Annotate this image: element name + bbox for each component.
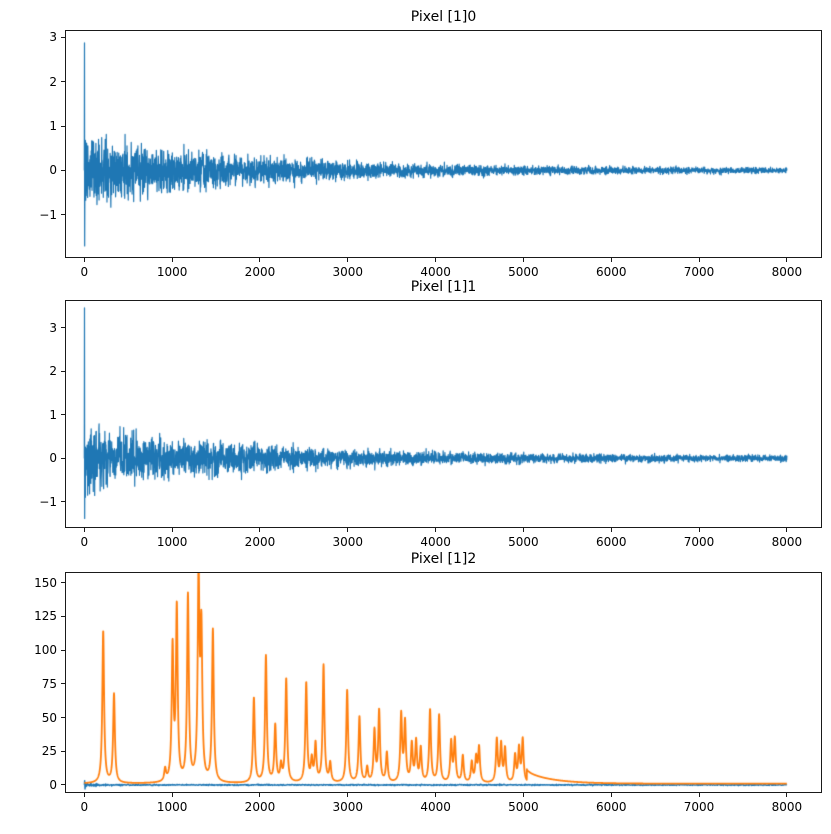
x-tick-label: 8000 [771, 265, 803, 279]
chart-title: Pixel [1]2 [410, 551, 477, 567]
y-tick-label: −1 [39, 494, 57, 509]
x-tick-mark [786, 258, 788, 262]
line-plot-canvas [65, 30, 822, 258]
y-tick-label: 25 [41, 744, 57, 759]
x-tick-label: 2000 [244, 535, 276, 549]
y-tick-label: 2 [49, 74, 57, 89]
x-tick-mark [83, 528, 85, 532]
x-tick-label: 6000 [595, 265, 627, 279]
x-tick-mark [435, 793, 437, 797]
x-tick-mark [698, 793, 700, 797]
x-tick-label: 7000 [683, 535, 715, 549]
x-tick-label: 4000 [420, 535, 451, 549]
x-tick-label: 5000 [508, 800, 539, 814]
chart-title: Pixel [1]0 [410, 9, 477, 25]
x-tick-mark [786, 528, 788, 532]
y-tick-mark [61, 169, 65, 171]
y-tick-label: 50 [41, 710, 57, 725]
y-tick-mark [61, 582, 65, 584]
y-tick-label: 0 [49, 777, 57, 792]
y-tick-mark [61, 36, 65, 38]
x-tick-mark [610, 258, 612, 262]
x-tick-label: 7000 [683, 265, 715, 279]
y-tick-mark [61, 717, 65, 719]
line-plot-canvas [65, 300, 822, 528]
y-tick-label: 0 [49, 451, 57, 466]
x-tick-mark [522, 793, 524, 797]
x-tick-label: 5000 [508, 265, 539, 279]
x-tick-label: 7000 [683, 800, 715, 814]
x-tick-mark [522, 258, 524, 262]
x-tick-mark [435, 258, 437, 262]
y-tick-label: −1 [39, 207, 57, 222]
x-tick-label: 1000 [156, 265, 188, 279]
x-tick-mark [259, 528, 261, 532]
x-tick-label: 6000 [595, 535, 627, 549]
x-tick-label: 0 [80, 265, 89, 279]
x-tick-mark [698, 528, 700, 532]
x-tick-mark [171, 258, 173, 262]
y-tick-label: 2 [49, 364, 57, 379]
chart-title: Pixel [1]1 [410, 279, 477, 295]
x-tick-label: 8000 [771, 535, 803, 549]
y-tick-label: 125 [34, 609, 57, 624]
y-tick-label: 0 [49, 163, 57, 178]
x-tick-label: 6000 [595, 800, 627, 814]
y-tick-mark [61, 501, 65, 503]
y-tick-mark [61, 81, 65, 83]
y-tick-mark [61, 615, 65, 617]
y-tick-mark [61, 125, 65, 127]
y-tick-mark [61, 784, 65, 786]
y-tick-label: 150 [34, 575, 57, 590]
x-tick-mark [610, 793, 612, 797]
x-tick-mark [259, 258, 261, 262]
x-tick-label: 3000 [332, 800, 364, 814]
x-tick-label: 2000 [244, 265, 276, 279]
x-tick-label: 4000 [420, 800, 451, 814]
x-tick-mark [171, 528, 173, 532]
y-tick-mark [61, 414, 65, 416]
x-tick-mark [83, 258, 85, 262]
y-tick-label: 3 [49, 320, 57, 335]
x-tick-label: 3000 [332, 265, 364, 279]
x-tick-mark [610, 528, 612, 532]
x-tick-mark [522, 528, 524, 532]
y-tick-mark [61, 214, 65, 216]
y-tick-mark [61, 649, 65, 651]
y-tick-label: 100 [34, 643, 57, 658]
x-tick-label: 3000 [332, 535, 364, 549]
y-tick-label: 75 [41, 676, 57, 691]
y-tick-label: 3 [49, 30, 57, 45]
x-tick-mark [347, 528, 349, 532]
y-tick-mark [61, 750, 65, 752]
x-tick-mark [171, 793, 173, 797]
y-tick-label: 1 [49, 119, 57, 133]
y-tick-mark [61, 683, 65, 685]
y-tick-label: 1 [49, 407, 57, 422]
x-tick-mark [698, 258, 700, 262]
x-tick-label: 0 [80, 800, 89, 814]
x-tick-mark [786, 793, 788, 797]
x-tick-label: 1000 [156, 800, 188, 814]
y-tick-mark [61, 457, 65, 459]
x-tick-mark [259, 793, 261, 797]
x-tick-mark [83, 793, 85, 797]
y-tick-mark [61, 327, 65, 329]
x-tick-label: 8000 [771, 800, 803, 814]
x-tick-label: 5000 [508, 535, 539, 549]
x-tick-label: 1000 [156, 535, 188, 549]
line-plot-canvas [65, 572, 822, 793]
x-tick-mark [347, 793, 349, 797]
x-tick-label: 0 [80, 535, 89, 549]
x-tick-label: 4000 [420, 265, 451, 279]
x-tick-mark [347, 258, 349, 262]
y-tick-mark [61, 370, 65, 372]
x-tick-label: 2000 [244, 800, 276, 814]
x-tick-mark [435, 528, 437, 532]
